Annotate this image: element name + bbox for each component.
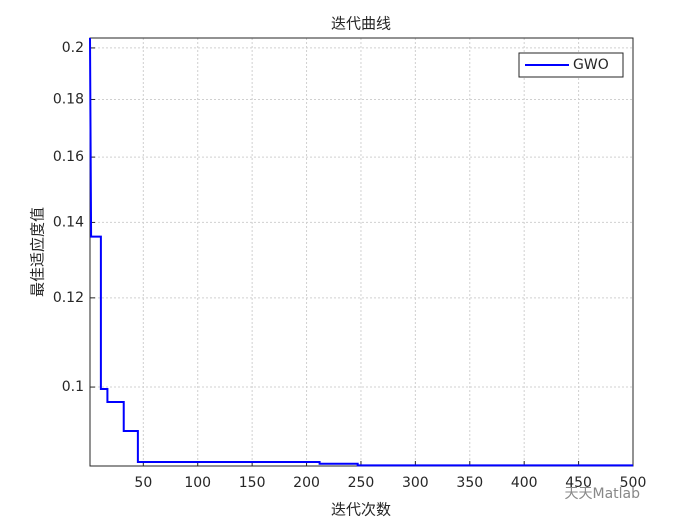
x-tick-label: 500 — [620, 475, 647, 491]
x-tick-label: 400 — [511, 475, 538, 491]
y-axis-label: 最佳适应度值 — [29, 207, 47, 297]
x-tick-label: 450 — [565, 475, 592, 491]
legend-label: GWO — [573, 57, 609, 73]
y-tick-label: 0.18 — [53, 91, 84, 107]
data-line — [89, 37, 633, 467]
x-tick-label: 150 — [239, 475, 266, 491]
x-tick-label: 200 — [293, 475, 320, 491]
y-tick-label: 0.14 — [53, 214, 84, 230]
y-tick-label: 0.12 — [53, 290, 84, 306]
chart-title: 迭代曲线 — [331, 15, 391, 33]
x-tick-label: 350 — [456, 475, 483, 491]
x-tick-label: 250 — [348, 475, 375, 491]
x-tick-label: 50 — [134, 475, 152, 491]
plot-area — [90, 38, 633, 466]
x-axis-label: 迭代次数 — [331, 501, 391, 519]
x-tick-label: 300 — [402, 475, 429, 491]
watermark: 天天Matlab — [564, 486, 640, 502]
y-tick-label: 0.1 — [62, 379, 84, 395]
y-tick-label: 0.16 — [53, 149, 84, 165]
y-tick-label: 0.2 — [62, 40, 84, 56]
x-tick-label: 100 — [184, 475, 211, 491]
